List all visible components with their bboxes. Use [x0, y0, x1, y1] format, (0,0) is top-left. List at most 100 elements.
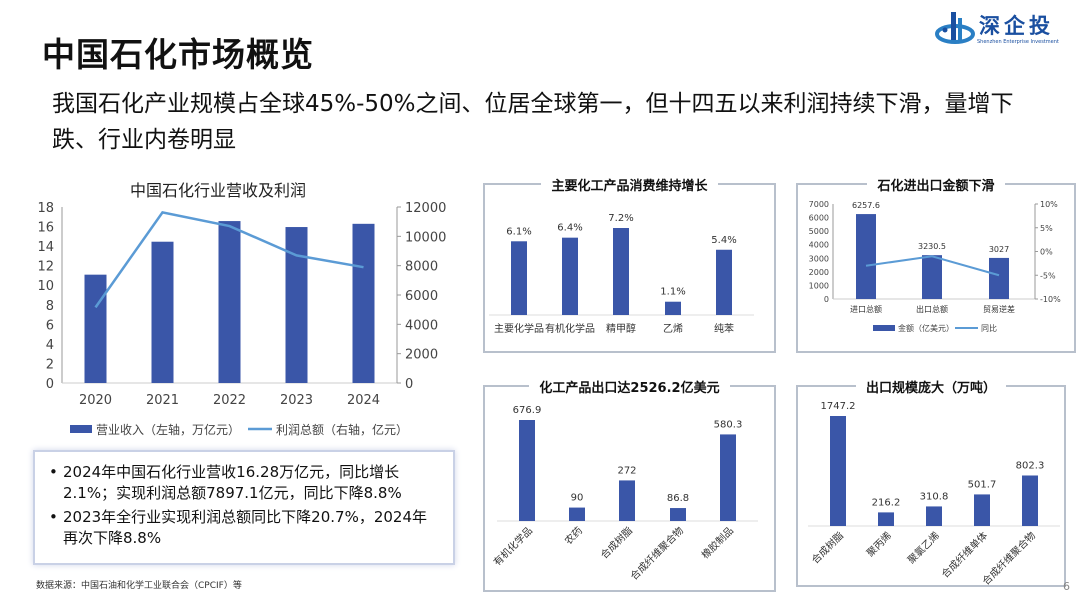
y-tick-label: 4: [46, 338, 54, 353]
y-tick-label: 7000: [809, 200, 829, 209]
logo-icon: [935, 12, 975, 44]
x-tick-label: 农药: [562, 524, 585, 547]
x-tick-label: 橡胶制品: [699, 524, 736, 561]
page-subtitle: 我国石化产业规模占全球45%-50%之间、位居全球第一，但十四五以来利润持续下滑…: [52, 91, 1014, 153]
legend-bar-swatch: [873, 325, 895, 331]
x-tick-label: 精甲醇: [606, 322, 636, 335]
x-tick-label: 进口总额: [850, 304, 882, 314]
legend-label: 同比: [981, 323, 997, 333]
summary-box: 2024年中国石化行业营收16.28万亿元，同比增长2.1%；实现利润总额789…: [33, 450, 455, 565]
y2-tick-label: 5%: [1040, 224, 1053, 233]
page-number: 6: [1063, 580, 1070, 593]
x-tick-label: 2024: [347, 393, 380, 408]
data-label: 90: [571, 493, 584, 504]
profit-line: [94, 210, 364, 309]
bar: [716, 249, 732, 315]
x-tick-label: 2020: [79, 393, 112, 408]
bar: [922, 255, 942, 299]
y-tick-label: 8: [46, 299, 54, 314]
bar: [720, 434, 736, 521]
x-tick-label: 出口总额: [916, 304, 948, 314]
data-label: 1.1%: [660, 287, 685, 298]
panel-export-volume: 出口规模庞大（万吨）: [796, 381, 1066, 587]
panel-title: 化工产品出口达2526.2亿美元: [529, 381, 730, 396]
y2-tick-label: -10%: [1040, 295, 1061, 304]
data-label: 1747.2: [821, 401, 856, 412]
data-label: 501.7: [968, 479, 997, 490]
data-label: 580.3: [714, 419, 743, 430]
bar: [619, 480, 635, 521]
x-tick-label: 乙烯: [663, 322, 683, 335]
x-tick-label: 合成纤维聚合物: [627, 524, 686, 583]
bar: [519, 420, 535, 521]
data-source: 数据来源：中国石油和化学工业联合会（CPCIF）等: [36, 581, 242, 591]
legend-label: 营业收入（左轴，万亿元）: [96, 422, 240, 437]
x-tick-label: 聚氯乙烯: [905, 529, 942, 566]
y2-tick-label: -5%: [1040, 271, 1056, 280]
bar: [511, 241, 527, 315]
revenue-bar: [218, 221, 241, 383]
x-tick-label: 2021: [146, 393, 179, 408]
revenue-bar: [84, 274, 107, 383]
y2-tick-label: 10%: [1040, 200, 1058, 209]
data-label: 310.8: [920, 491, 949, 502]
x-tick-label: 聚丙烯: [864, 529, 894, 559]
data-label: 6.1%: [506, 226, 531, 237]
bar: [613, 228, 629, 315]
x-tick-label: 主要化学品: [494, 322, 544, 335]
summary-item: 2023年全行业实现利润总额同比下降20.7%，2024年再次下降8.8%: [49, 507, 441, 549]
y2-tick-label: 0: [405, 377, 413, 392]
x-tick-label: 纯苯: [714, 322, 734, 335]
y2-tick-label: 8000: [405, 260, 438, 275]
data-label: 6.4%: [557, 223, 582, 234]
y2-tick-label: 2000: [405, 348, 438, 363]
logo-en: Shenzhen Enterprise Investment: [977, 39, 1059, 45]
y-tick-label: 3000: [809, 254, 829, 263]
legend-label: 利润总额（右轴，亿元）: [276, 422, 408, 437]
x-tick-label: 2023: [280, 393, 313, 408]
panel-export-value: 化工产品出口达2526.2亿美元: [483, 381, 776, 592]
panel-title: 石化进出口金额下滑: [867, 179, 1005, 194]
data-label: 86.8: [667, 493, 689, 504]
x-tick-label: 2022: [213, 393, 246, 408]
y-tick-label: 16: [37, 221, 54, 236]
panel-title: 出口规模庞大（万吨）: [855, 381, 1006, 396]
x-tick-label: 有机化学品: [491, 524, 536, 569]
y-tick-label: 1000: [809, 281, 829, 290]
bar: [830, 416, 846, 526]
legend-bar-swatch: [70, 425, 92, 433]
bar: [569, 507, 585, 521]
page-title: 中国石化市场概览: [42, 35, 314, 74]
x-tick-label: 合成树脂: [598, 524, 635, 561]
legend-label: 金额（亿美元）: [898, 323, 954, 333]
data-label: 5.4%: [711, 235, 736, 246]
company-logo: 深企投 Shenzhen Enterprise Investment: [935, 8, 1070, 50]
summary-item: 2024年中国石化行业营收16.28万亿元，同比增长2.1%；实现利润总额789…: [49, 462, 441, 504]
data-label: 802.3: [1016, 460, 1045, 471]
bar: [665, 301, 681, 315]
panel-trade: 石化进出口金额下滑: [796, 179, 1076, 353]
chart-title: 中国石化行业营收及利润: [130, 181, 306, 200]
y2-tick-label: 10000: [405, 230, 446, 245]
data-label: 3027: [989, 245, 1009, 254]
y2-tick-label: 0%: [1040, 248, 1053, 257]
revenue-bar: [151, 241, 174, 383]
y-tick-label: 4000: [809, 241, 829, 250]
logo-name: 深企投: [979, 13, 1054, 38]
y-tick-label: 2000: [809, 268, 829, 277]
bar: [926, 506, 942, 526]
y2-tick-label: 4000: [405, 318, 438, 333]
revenue-bar: [352, 223, 375, 383]
bar: [856, 214, 876, 299]
y-tick-label: 10: [37, 279, 54, 294]
y-tick-label: 2: [46, 357, 54, 372]
x-tick-label: 有机化学品: [545, 322, 595, 335]
y-tick-label: 0: [824, 295, 829, 304]
data-label: 676.9: [513, 405, 542, 416]
bar: [974, 494, 990, 526]
bar: [562, 237, 578, 315]
data-label: 216.2: [872, 497, 901, 508]
data-label: 3230.5: [918, 242, 946, 251]
bar: [1022, 475, 1038, 526]
